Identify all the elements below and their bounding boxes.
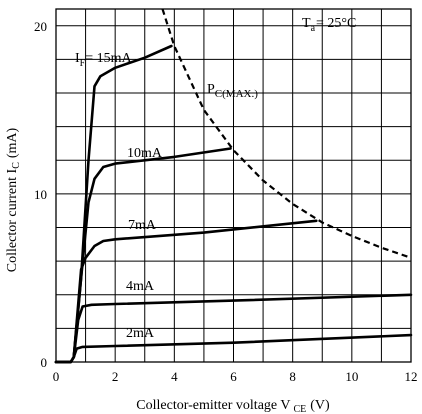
plot-frame bbox=[55, 8, 412, 363]
x-tick-label: 12 bbox=[405, 369, 418, 384]
series-line-2ma bbox=[54, 333, 413, 364]
series-label-4ma: 4mA bbox=[126, 279, 155, 294]
pc-max-label: PC(MAX.) bbox=[207, 82, 258, 100]
x-tick-label: 6 bbox=[230, 369, 237, 384]
y-tick-label: 10 bbox=[34, 187, 47, 202]
x-axis-title: Collector-emitter voltage V CE (V) bbox=[136, 398, 330, 414]
series-label-2ma: 2mA bbox=[126, 326, 155, 341]
series-lines bbox=[54, 44, 413, 364]
x-tick-label: 0 bbox=[53, 369, 60, 384]
x-tick-label: 8 bbox=[289, 369, 296, 384]
x-tick-label: 4 bbox=[171, 369, 178, 384]
x-tick-label: 2 bbox=[112, 369, 119, 384]
axis-ticks: 0 2 4 6 8 10 12 0 10 20 bbox=[34, 19, 418, 384]
series-label-10ma: 10mA bbox=[127, 146, 163, 161]
condition-label: Ta= 25°C bbox=[302, 16, 356, 34]
series-label-7ma: 7mA bbox=[128, 218, 157, 233]
pc-max-curve bbox=[161, 8, 412, 259]
x-tick-label: 10 bbox=[345, 369, 358, 384]
series-label-15ma: IF= 15mA bbox=[75, 51, 133, 69]
grid bbox=[56, 9, 411, 362]
y-tick-label: 0 bbox=[41, 355, 48, 370]
y-axis-title: Collector current IC(mA) bbox=[5, 127, 22, 272]
y-tick-label: 20 bbox=[34, 19, 47, 34]
